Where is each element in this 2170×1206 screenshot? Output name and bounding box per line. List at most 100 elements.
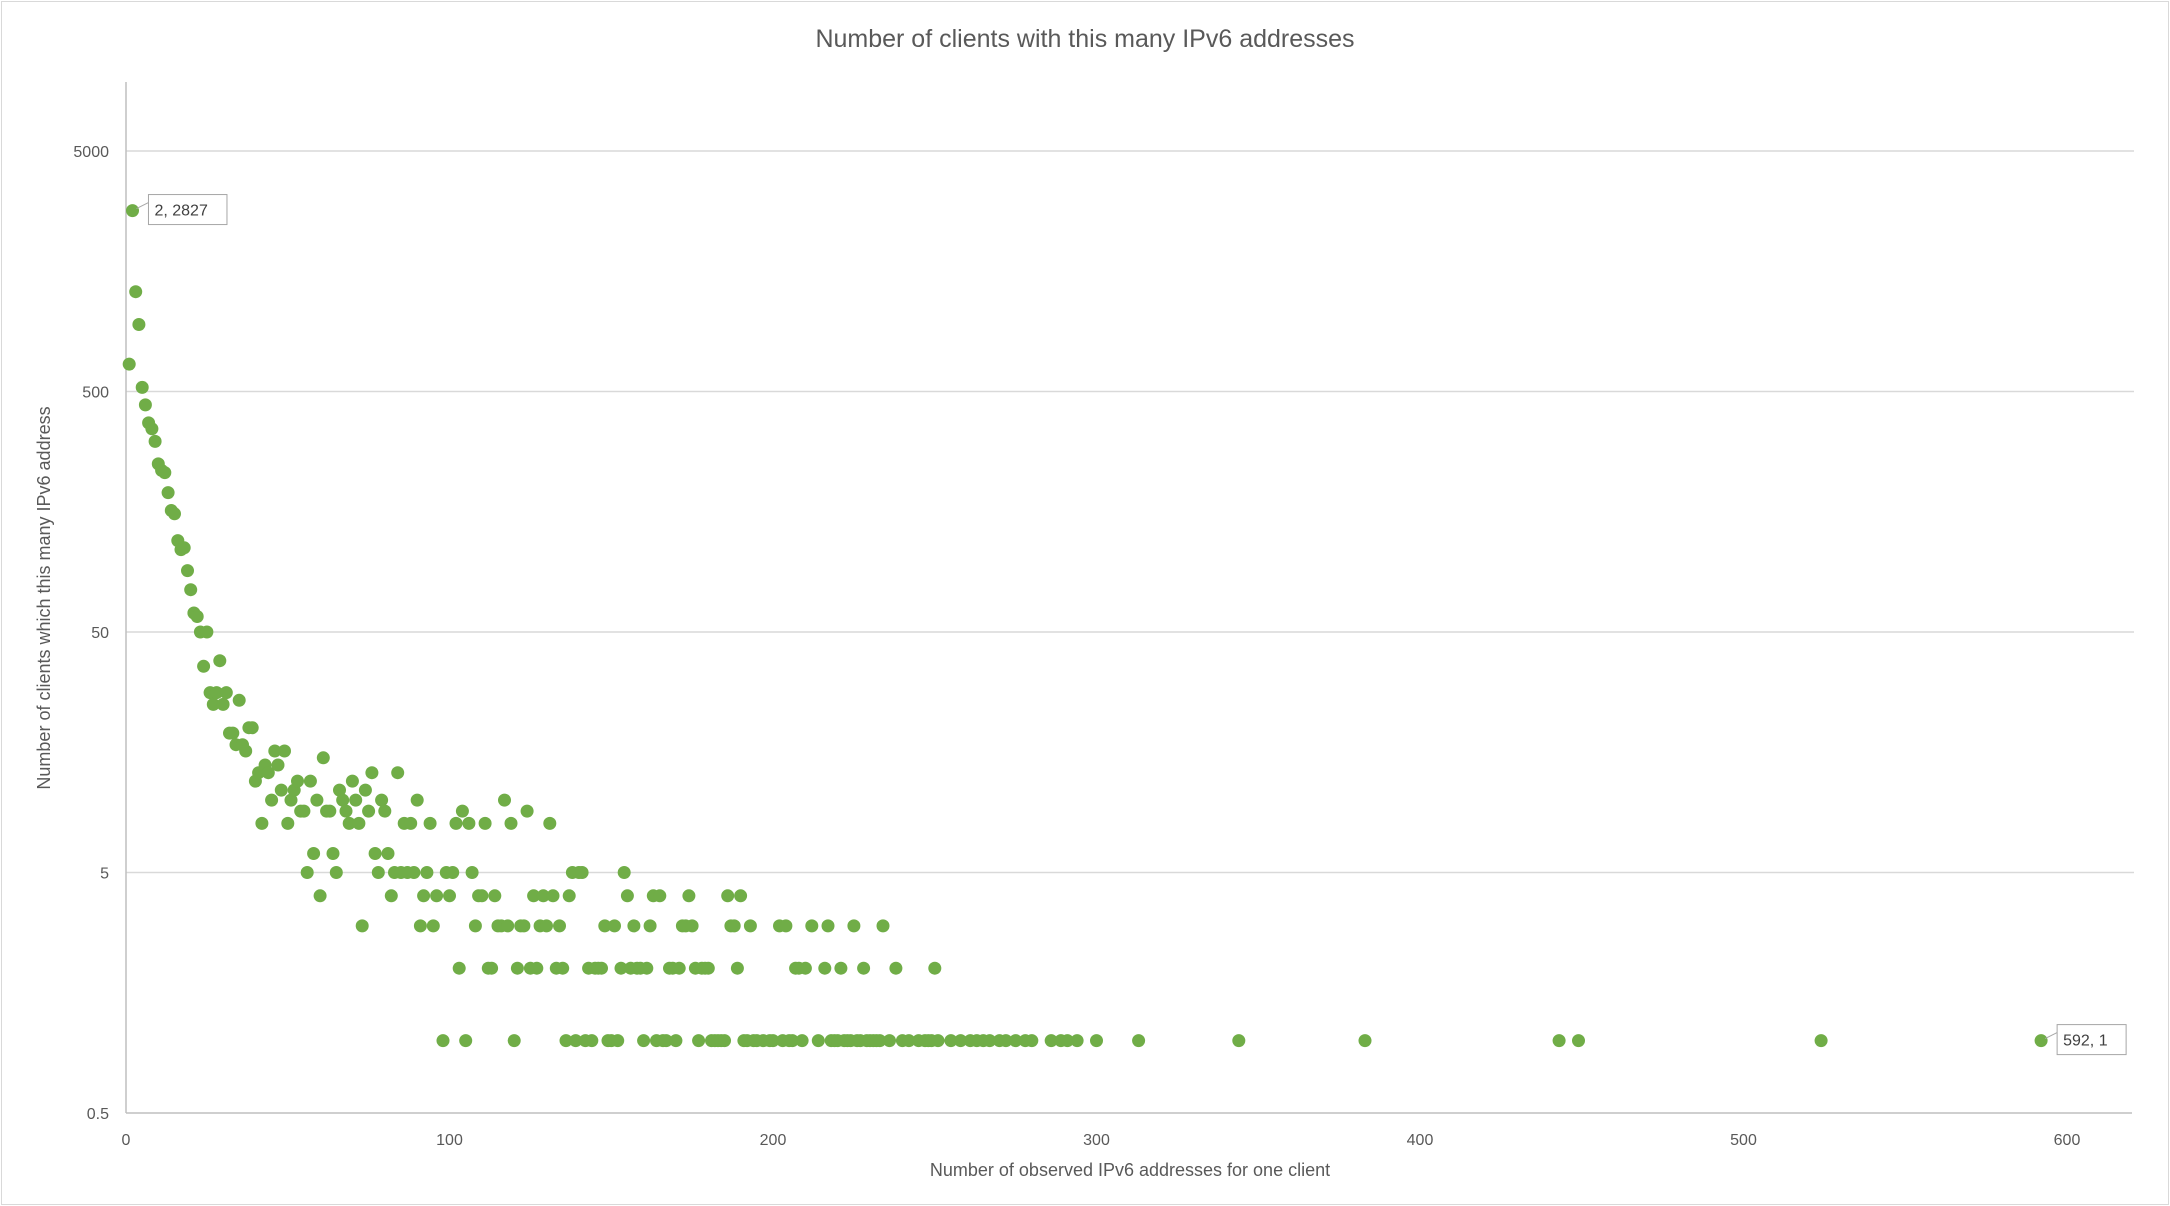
data-points bbox=[122, 204, 2048, 1048]
data-point bbox=[378, 804, 392, 818]
data-point bbox=[404, 816, 418, 830]
data-point bbox=[446, 866, 460, 879]
data-point bbox=[883, 1034, 896, 1048]
data-point bbox=[608, 919, 621, 933]
data-point bbox=[355, 919, 369, 933]
data-point bbox=[426, 919, 440, 933]
data-point bbox=[685, 919, 699, 933]
data-label-text: 592, 1 bbox=[2063, 1033, 2108, 1050]
x-tick-label: 400 bbox=[1407, 1132, 1434, 1149]
data-point bbox=[232, 693, 246, 707]
data-point bbox=[145, 422, 159, 436]
y-tick-label: 5000 bbox=[73, 144, 109, 161]
data-point bbox=[219, 686, 233, 700]
x-tick-label: 200 bbox=[760, 1132, 787, 1149]
data-point bbox=[423, 816, 437, 830]
data-label-callout: 2, 2827 bbox=[136, 194, 228, 226]
x-tick-label: 0 bbox=[122, 1132, 131, 1149]
data-point bbox=[129, 285, 143, 299]
data-point bbox=[876, 919, 890, 933]
data-point bbox=[873, 1034, 887, 1048]
data-point bbox=[375, 793, 389, 807]
data-point bbox=[743, 919, 757, 933]
data-labels: 2, 2827 592, 1 bbox=[136, 194, 2127, 1056]
data-point bbox=[413, 919, 427, 933]
data-point bbox=[1552, 1034, 1566, 1048]
data-point bbox=[669, 1034, 683, 1048]
x-axis-title: Number of observed IPv6 addresses for on… bbox=[930, 1160, 1330, 1180]
data-point bbox=[138, 398, 152, 412]
data-point bbox=[1572, 1034, 1585, 1048]
x-tick-label: 500 bbox=[1730, 1132, 1757, 1149]
data-point bbox=[278, 744, 291, 758]
data-point bbox=[653, 889, 667, 903]
data-point bbox=[122, 357, 136, 371]
data-point bbox=[857, 961, 871, 975]
data-point bbox=[659, 1034, 673, 1048]
data-point bbox=[620, 889, 634, 903]
data-point bbox=[339, 804, 353, 818]
data-point bbox=[184, 583, 198, 597]
data-point bbox=[643, 919, 657, 933]
data-point bbox=[329, 866, 343, 879]
data-point bbox=[468, 919, 482, 933]
data-point bbox=[410, 793, 424, 807]
data-point bbox=[407, 866, 421, 879]
data-label-callout: 592, 1 bbox=[2044, 1024, 2127, 1056]
data-point bbox=[614, 961, 628, 975]
data-point bbox=[889, 961, 903, 975]
data-point bbox=[303, 774, 317, 788]
data-point bbox=[177, 541, 191, 555]
data-point bbox=[805, 919, 819, 933]
data-point bbox=[465, 866, 479, 879]
data-point bbox=[721, 889, 735, 903]
x-tick-label: 100 bbox=[436, 1132, 463, 1149]
data-point bbox=[785, 1034, 799, 1048]
data-point bbox=[498, 793, 511, 807]
data-point bbox=[206, 697, 220, 711]
data-point bbox=[168, 507, 181, 521]
data-point bbox=[300, 866, 314, 879]
gridlines bbox=[126, 150, 2134, 874]
data-point bbox=[617, 866, 631, 879]
data-point bbox=[520, 804, 534, 818]
data-point bbox=[1090, 1034, 1103, 1048]
data-point bbox=[345, 774, 359, 788]
data-point bbox=[1814, 1034, 1828, 1048]
data-point bbox=[420, 866, 434, 879]
data-point bbox=[274, 783, 288, 797]
tick-labels: 0.5 5 50 500 5000 0 100 200 300 400 500 600 bbox=[73, 144, 2080, 1149]
y-axis-title: Number of clients which this many IPv6 a… bbox=[34, 406, 54, 789]
data-point bbox=[452, 961, 466, 975]
y-tick-label: 5 bbox=[100, 866, 109, 883]
data-point bbox=[459, 1034, 473, 1048]
data-point bbox=[766, 1034, 780, 1048]
data-point bbox=[1044, 1034, 1058, 1048]
data-point bbox=[504, 816, 518, 830]
data-point bbox=[692, 1034, 706, 1048]
data-point bbox=[391, 766, 405, 780]
y-tick-label: 500 bbox=[82, 385, 109, 402]
data-point bbox=[297, 804, 311, 818]
data-point bbox=[847, 919, 861, 933]
data-point bbox=[798, 961, 812, 975]
data-point bbox=[488, 889, 502, 903]
data-point bbox=[701, 961, 715, 975]
data-point bbox=[562, 889, 576, 903]
data-point bbox=[362, 804, 376, 818]
data-point bbox=[553, 919, 566, 933]
data-point bbox=[640, 961, 654, 975]
data-point bbox=[271, 758, 285, 772]
data-point bbox=[430, 889, 444, 903]
data-point bbox=[530, 961, 544, 975]
data-point bbox=[384, 889, 398, 903]
data-point bbox=[213, 654, 227, 668]
data-point bbox=[475, 889, 489, 903]
data-point bbox=[1025, 1034, 1039, 1048]
y-tick-label: 0.5 bbox=[87, 1106, 109, 1123]
data-point bbox=[349, 793, 363, 807]
data-point bbox=[811, 1034, 825, 1048]
x-tick-label: 300 bbox=[1083, 1132, 1110, 1149]
data-point bbox=[598, 919, 612, 933]
data-point bbox=[559, 1034, 573, 1048]
